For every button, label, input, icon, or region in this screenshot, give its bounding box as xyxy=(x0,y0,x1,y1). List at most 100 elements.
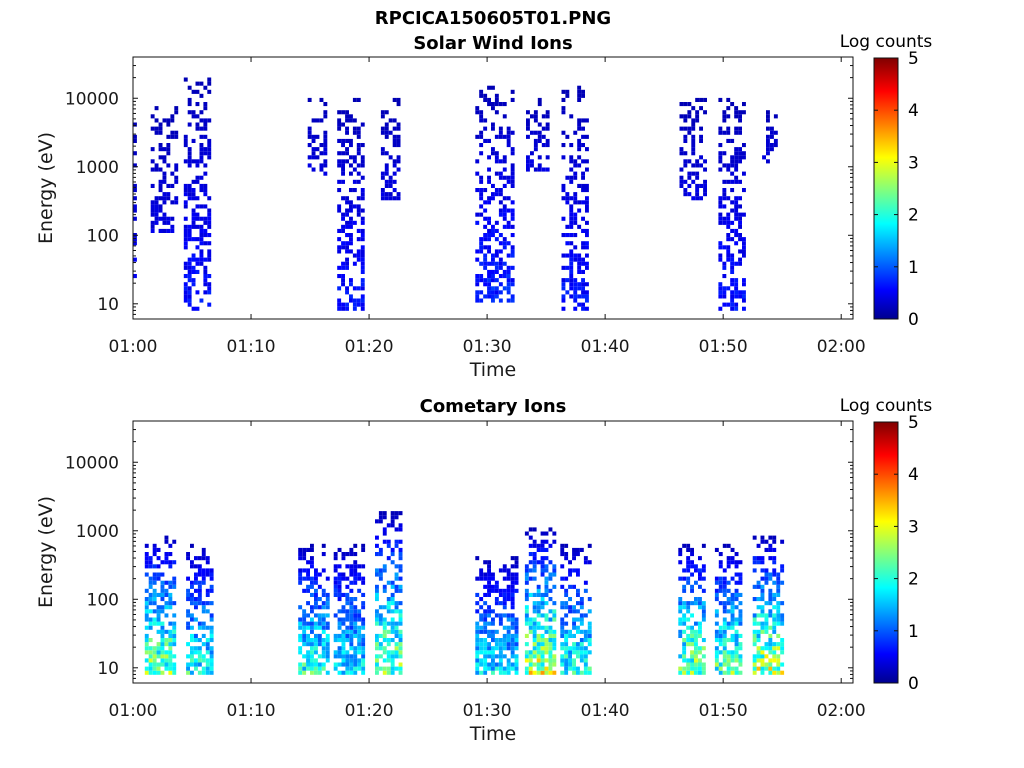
spectrogram-cell xyxy=(569,294,574,299)
spectrogram-cell xyxy=(148,646,153,651)
spectrogram-cell xyxy=(506,274,511,279)
spectrogram-cell xyxy=(491,658,495,663)
spectrogram-cell xyxy=(772,670,777,675)
spectrogram-cell xyxy=(205,572,210,577)
spectrogram-cell xyxy=(154,200,159,205)
spectrogram-cell xyxy=(345,110,349,115)
spectrogram-cell xyxy=(337,228,342,233)
spectrogram-cell xyxy=(172,613,177,618)
figure-title: RPCICA150605T01.PNG xyxy=(375,8,611,29)
spectrogram-cell xyxy=(579,638,584,643)
spectrogram-cell xyxy=(388,192,393,197)
spectrogram-cell xyxy=(203,171,208,176)
spectrogram-cell xyxy=(314,658,318,663)
spectrogram-cell xyxy=(498,212,503,217)
spectrogram-cell xyxy=(552,654,557,659)
spectrogram-cell xyxy=(510,233,515,238)
spectrogram-cell xyxy=(506,220,511,225)
spectrogram-cell xyxy=(561,282,566,287)
spectrogram-cell xyxy=(738,613,743,618)
spectrogram-cell xyxy=(691,171,696,176)
spectrogram-cell xyxy=(587,560,592,565)
spectrogram-cell xyxy=(394,621,399,626)
spectrogram-cell xyxy=(306,638,310,643)
spectrogram-cell xyxy=(345,552,350,557)
spectrogram-cell xyxy=(382,621,387,626)
spectrogram-cell xyxy=(356,257,361,262)
spectrogram-cell xyxy=(577,282,582,287)
spectrogram-cell xyxy=(726,662,731,667)
spectrogram-cell xyxy=(337,580,342,585)
spectrogram-cell xyxy=(158,126,163,131)
y-tick-label: 1000 xyxy=(76,522,119,542)
spectrogram-cell xyxy=(510,613,515,618)
spectrogram-cell xyxy=(164,642,169,647)
spectrogram-cell xyxy=(349,588,354,593)
spectrogram-cell xyxy=(502,568,507,573)
spectrogram-cell xyxy=(341,159,345,164)
spectrogram-cell xyxy=(772,654,777,659)
spectrogram-cell xyxy=(722,662,727,667)
spectrogram-cell xyxy=(579,547,584,552)
spectrogram-cell xyxy=(742,212,746,217)
spectrogram-cell xyxy=(686,625,691,630)
spectrogram-cell xyxy=(321,662,326,667)
spectrogram-cell xyxy=(361,543,366,548)
spectrogram-cell xyxy=(207,253,212,258)
spectrogram-cell xyxy=(718,212,723,217)
spectrogram-cell xyxy=(475,646,480,651)
spectrogram-cell xyxy=(195,290,200,295)
spectrogram-cell xyxy=(545,114,550,119)
spectrogram-cell xyxy=(390,621,395,626)
spectrogram-cell xyxy=(540,638,545,643)
spectrogram-cell xyxy=(722,584,727,589)
spectrogram-cell xyxy=(686,556,691,561)
spectrogram-cell xyxy=(349,638,354,643)
spectrogram-cell xyxy=(183,204,188,209)
spectrogram-cell xyxy=(302,613,307,618)
spectrogram-cell xyxy=(734,580,739,585)
spectrogram-cell xyxy=(572,633,576,638)
spectrogram-cell xyxy=(734,666,739,671)
spectrogram-cell xyxy=(172,584,177,589)
spectrogram-cell xyxy=(353,650,358,655)
spectrogram-cell xyxy=(536,625,541,630)
spectrogram-cell xyxy=(356,151,361,156)
spectrogram-cell xyxy=(307,134,312,139)
spectrogram-cell xyxy=(738,114,742,119)
spectrogram-cell xyxy=(540,646,545,651)
spectrogram-cell xyxy=(306,621,310,626)
spectrogram-cell xyxy=(694,654,698,659)
spectrogram-cell xyxy=(544,601,549,606)
spectrogram-cell xyxy=(166,220,171,225)
spectrogram-cell xyxy=(678,601,683,606)
spectrogram-cell xyxy=(352,126,357,131)
spectrogram-cell xyxy=(360,253,365,258)
spectrogram-cell xyxy=(361,638,366,643)
spectrogram-cell xyxy=(498,233,503,238)
spectrogram-cell xyxy=(565,192,570,197)
spectrogram-cell xyxy=(514,633,519,638)
spectrogram-cell xyxy=(325,654,330,659)
spectrogram-cell xyxy=(357,613,362,618)
spectrogram-cell xyxy=(158,167,163,172)
spectrogram-cell xyxy=(341,658,346,663)
spectrogram-cell xyxy=(572,625,576,630)
spectrogram-cell xyxy=(209,617,214,622)
spectrogram-cell xyxy=(734,670,739,675)
x-axis-label: Time xyxy=(469,723,517,745)
spectrogram-cell xyxy=(768,625,773,630)
spectrogram-cell xyxy=(144,572,149,577)
spectrogram-cell xyxy=(160,560,165,565)
spectrogram-cell xyxy=(506,617,511,622)
spectrogram-cell xyxy=(310,609,314,614)
spectrogram-cell xyxy=(540,642,545,647)
spectrogram-cell xyxy=(510,564,515,569)
spectrogram-cell xyxy=(537,130,542,135)
spectrogram-cell xyxy=(378,511,383,516)
spectrogram-cell xyxy=(197,638,202,643)
spectrogram-cell xyxy=(199,233,204,238)
spectrogram-cell xyxy=(361,662,366,667)
spectrogram-cell xyxy=(528,629,533,634)
spectrogram-cell xyxy=(502,159,507,164)
